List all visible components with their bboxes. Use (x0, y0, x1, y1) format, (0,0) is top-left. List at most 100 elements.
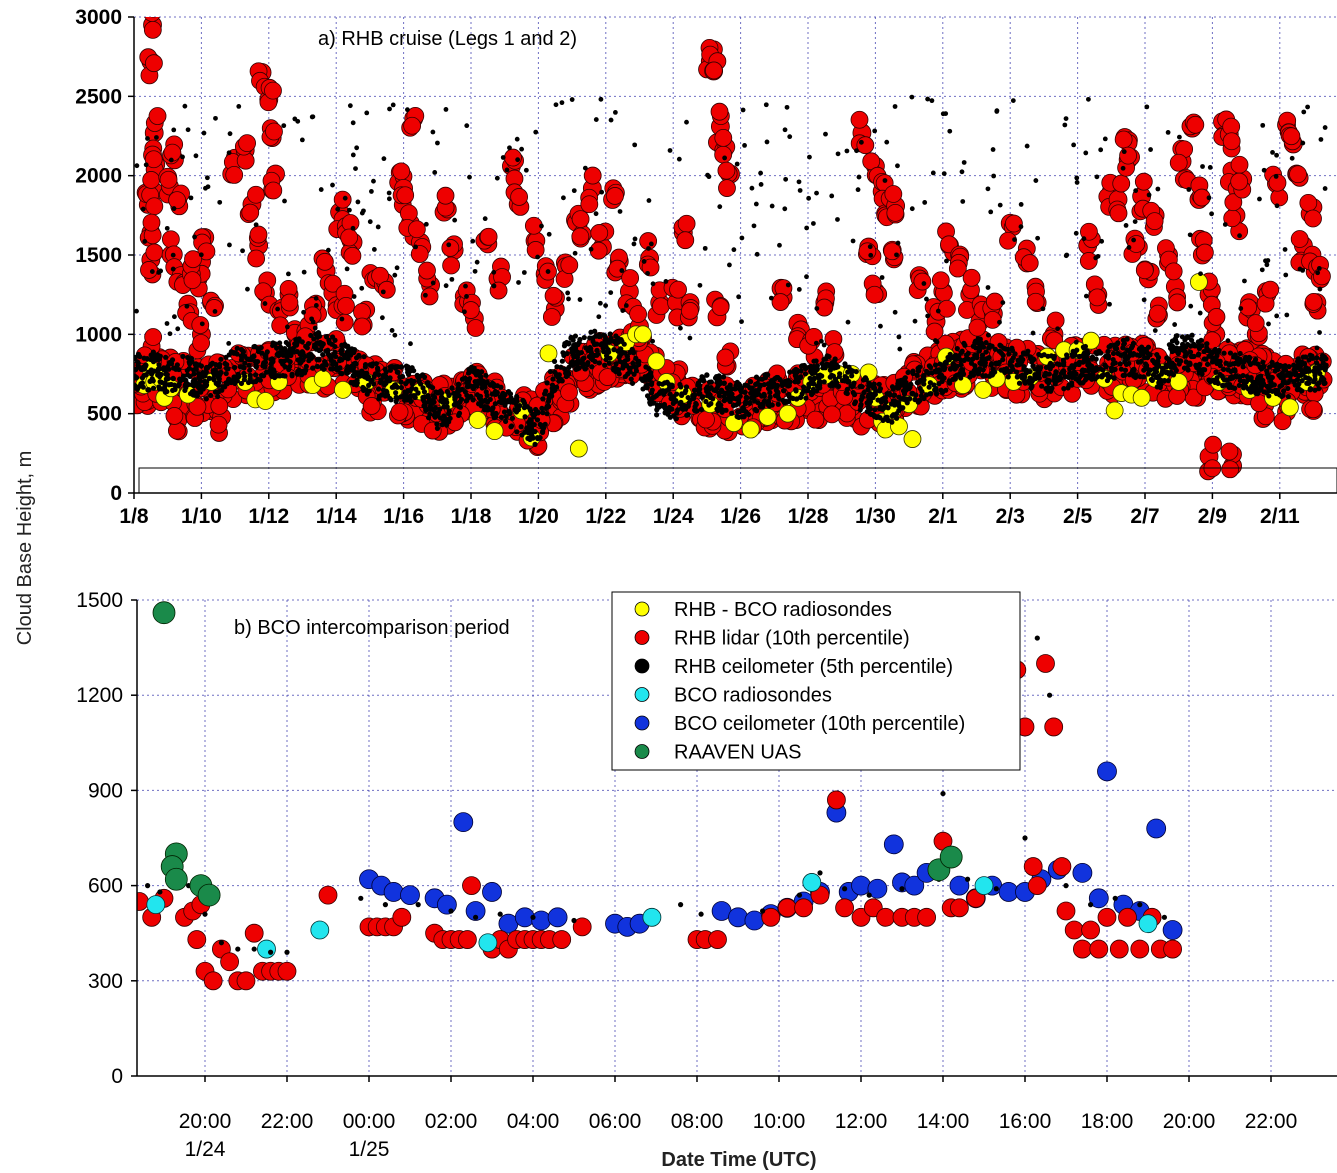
a-ytick-label: 500 (87, 403, 122, 426)
a-ceilometer-point (757, 383, 763, 390)
a-ceilometer-point (350, 152, 356, 158)
a-ceilometer-point (906, 386, 912, 392)
b-xtick-date-label: 1/24 (185, 1138, 226, 1161)
a-ceilometer-point (882, 397, 888, 404)
a-ceilometer-point (807, 154, 812, 160)
a-ceilometer-point (371, 247, 377, 252)
a-lidar-point (504, 148, 522, 167)
a-lidar-point (629, 305, 647, 323)
a-ceilometer-point (502, 418, 509, 425)
a-radiosonde-point (569, 439, 588, 458)
a-ceilometer-point (212, 308, 218, 314)
a-lidar-point (210, 397, 229, 415)
a-radiosonde-point (468, 411, 487, 429)
a-ceilometer-point (521, 270, 527, 275)
a-ceilometer-point (1216, 347, 1222, 354)
a-xtick-label: 2/11 (1260, 505, 1300, 528)
a-ceilometer-point (223, 380, 229, 386)
panel-a-marks (134, 17, 1333, 481)
b-xtick-date-label: 1/25 (349, 1138, 390, 1161)
a-ceilometer-point (1049, 385, 1055, 391)
a-ceilometer-point (667, 391, 673, 397)
b-rhb-lidar-point (917, 907, 936, 927)
a-ceilometer-point (402, 389, 408, 395)
a-ceilometer-point (829, 193, 835, 199)
a-ytick-label: 2000 (75, 165, 122, 188)
a-ceilometer-point (832, 376, 839, 382)
a-ceilometer-point (1099, 238, 1105, 244)
a-ceilometer-point (987, 373, 993, 379)
a-ceilometer-point (203, 185, 208, 191)
b-rhb-ceilometer-point (993, 886, 999, 892)
a-ceilometer-point (1082, 354, 1089, 360)
a-ceilometer-point (1025, 348, 1031, 354)
a-ceilometer-point (844, 148, 850, 154)
a-ceilometer-point (892, 309, 898, 315)
a-ceilometer-point (1112, 366, 1118, 372)
a-radiosonde-point (256, 392, 275, 410)
a-ceilometer-point (1073, 361, 1079, 367)
a-ceilometer-point (804, 388, 811, 394)
a-ceilometer-point (739, 235, 745, 241)
a-ceilometer-point (464, 123, 470, 129)
a-ceilometer-point (1252, 385, 1258, 391)
a-ceilometer-point (683, 384, 690, 390)
a-ceilometer-point (800, 384, 807, 390)
a-ceilometer-point (399, 373, 406, 380)
a-ceilometer-point (928, 391, 934, 397)
a-ceilometer-point (392, 272, 398, 278)
a-ceilometer-point (1155, 186, 1161, 192)
a-ceilometer-point (880, 417, 886, 423)
y-axis-title: Cloud Base Height, m (14, 451, 36, 646)
a-lidar-point (142, 171, 161, 189)
a-lidar-point (1224, 193, 1243, 212)
a-ceilometer-point (716, 393, 723, 399)
a-lidar-point (144, 328, 163, 346)
a-ceilometer-point (1083, 150, 1089, 156)
a-ceilometer-point (335, 206, 341, 212)
b-bco-ceilometer-point (1097, 761, 1117, 782)
a-ceilometer-point (685, 412, 691, 418)
a-ceilometer-point (225, 366, 231, 372)
a-ceilometer-point (944, 258, 949, 264)
a-ceilometer-point (386, 196, 392, 202)
a-ceilometer-point (1057, 376, 1063, 383)
b-ytick-label: 900 (88, 779, 123, 802)
a-ceilometer-point (624, 353, 631, 359)
a-ceilometer-point (1152, 328, 1158, 333)
b-rhb-lidar-point (827, 790, 846, 810)
a-ceilometer-point (1311, 379, 1317, 385)
a-ceilometer-point (1165, 356, 1172, 362)
a-ceilometer-point (268, 365, 274, 371)
a-ceilometer-point (209, 360, 216, 366)
a-ceilometer-point (295, 338, 301, 344)
a-ceilometer-point (988, 209, 994, 215)
a-lidar-point (407, 220, 426, 239)
a-ceilometer-point (528, 418, 534, 424)
a-ceilometer-point (1259, 267, 1265, 273)
a-lidar-point (1290, 230, 1309, 248)
a-ceilometer-point (1093, 356, 1099, 362)
a-ceilometer-point (784, 104, 790, 110)
a-ceilometer-point (155, 366, 161, 372)
a-ceilometer-point (422, 292, 428, 298)
b-rhb-lidar-point (1044, 717, 1064, 737)
a-ceilometer-point (1238, 306, 1244, 311)
a-ceilometer-point (846, 364, 852, 370)
a-ceilometer-point (437, 388, 444, 394)
a-ceilometer-point (375, 386, 382, 392)
a-ceilometer-point (1305, 104, 1310, 110)
a-ceilometer-point (835, 364, 841, 370)
a-lidar-point (542, 308, 561, 326)
b-rhb-lidar-point (187, 930, 207, 949)
a-ceilometer-point (351, 294, 357, 299)
a-ceilometer-point (754, 251, 760, 257)
a-ceilometer-point (937, 361, 943, 367)
a-ceilometer-point (958, 362, 964, 368)
a-ceilometer-point (279, 358, 285, 364)
a-lidar-point (1119, 146, 1138, 165)
a-ceilometer-point (912, 396, 918, 403)
a-ceilometer-point (157, 379, 163, 385)
a-ceilometer-point (587, 346, 593, 353)
